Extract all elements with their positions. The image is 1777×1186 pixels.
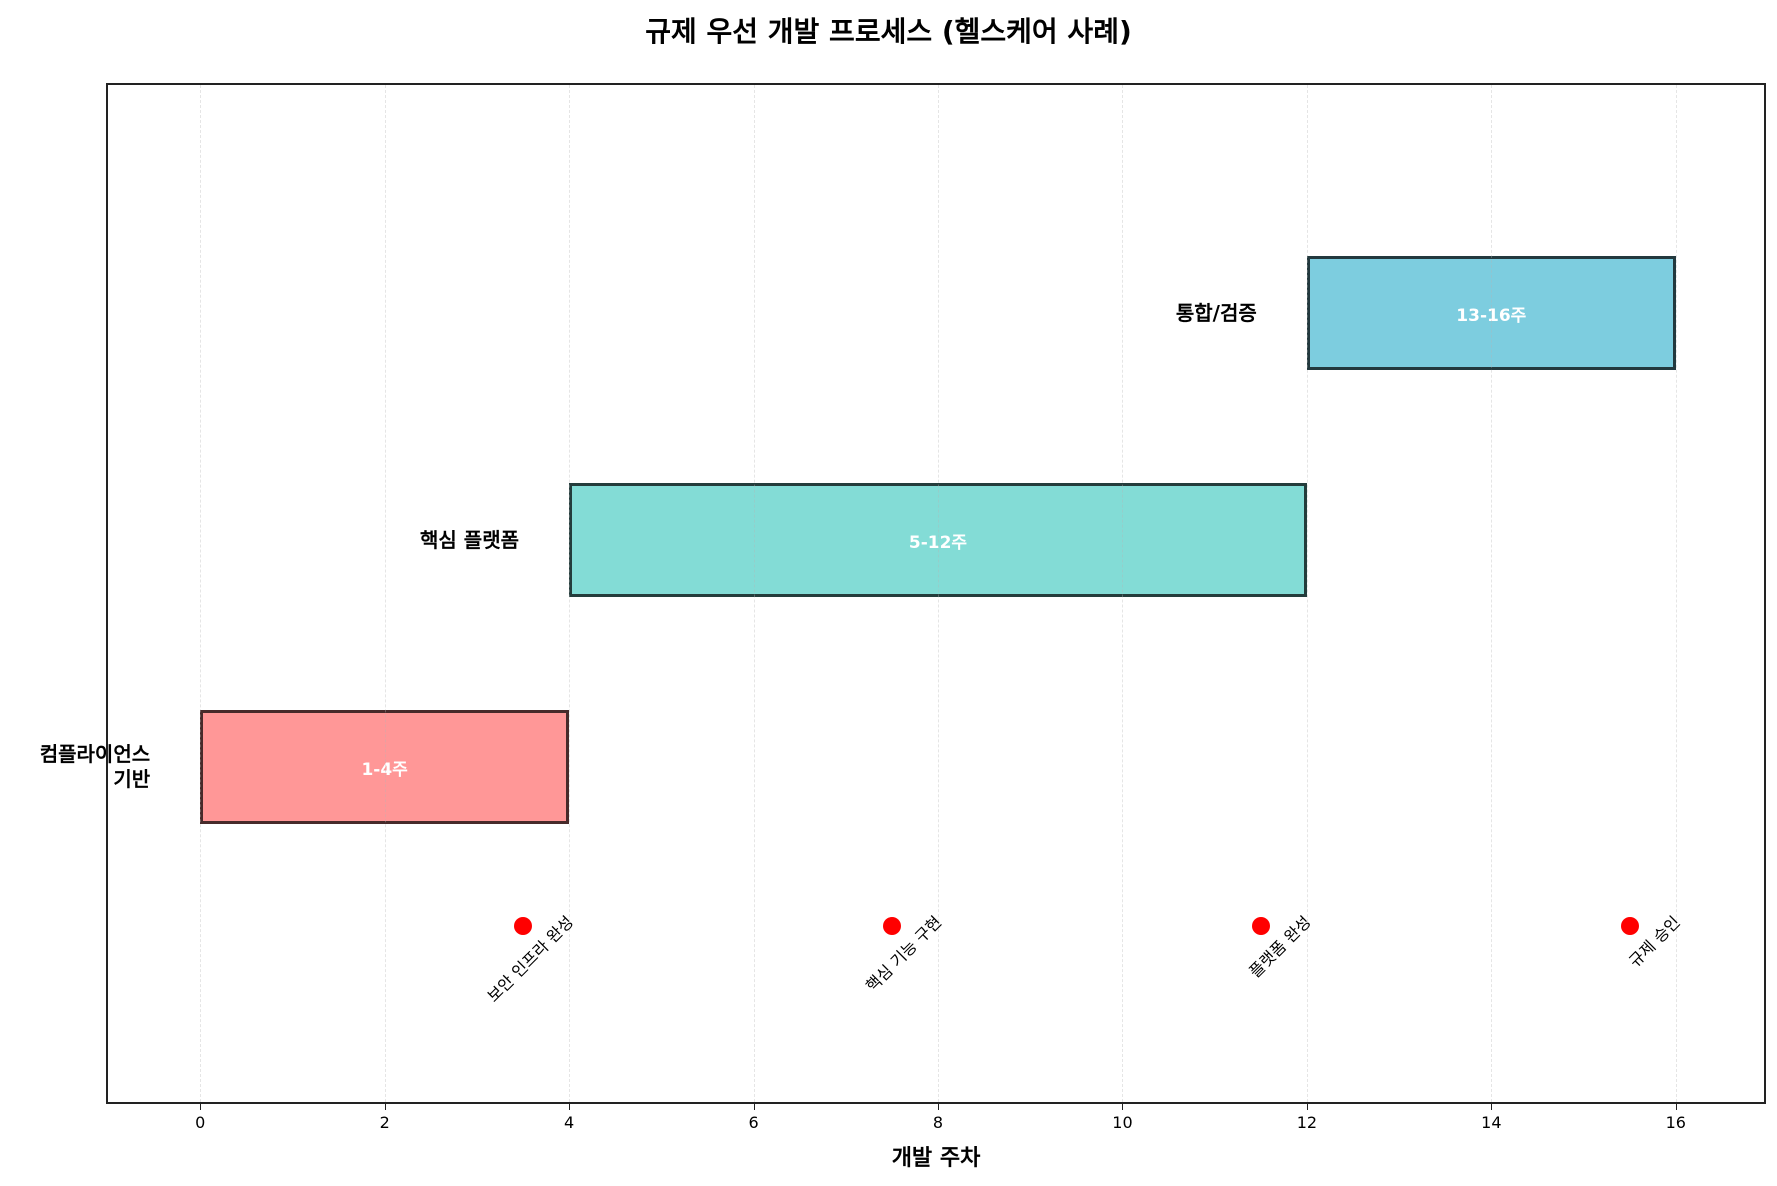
x-tick: [1491, 1103, 1493, 1110]
x-tick: [1122, 1103, 1124, 1110]
x-tick: [200, 1103, 202, 1110]
gridline: [1491, 85, 1493, 1102]
gridline: [384, 85, 386, 1102]
phase-name-label: 통합/검증: [1175, 300, 1257, 325]
x-tick-label: 12: [1296, 1113, 1318, 1132]
x-tick-label: 14: [1481, 1113, 1502, 1132]
x-tick: [753, 1103, 755, 1110]
x-tick-label: 2: [379, 1113, 390, 1132]
x-tick-label: 4: [564, 1113, 575, 1132]
gridline: [1306, 85, 1308, 1102]
gridline: [938, 85, 939, 1102]
gridline: [569, 85, 571, 1102]
x-tick-label: 6: [748, 1113, 759, 1132]
phase-bar: 13-16주: [1306, 256, 1676, 370]
x-tick-label: 8: [932, 1113, 944, 1132]
gridline: [753, 85, 755, 1102]
phase-duration-label: 5-12주: [908, 532, 968, 553]
gridline: [1122, 85, 1124, 1102]
x-axis-label: 개발 주차: [891, 1146, 981, 1171]
gridline: [1675, 85, 1677, 1102]
x-tick: [1675, 1103, 1677, 1110]
phase-name-label: 컴플라이언스 기반: [39, 742, 151, 791]
x-tick: [384, 1103, 386, 1110]
phase-name-label: 핵심 플랫폼: [420, 527, 519, 552]
gridline: [200, 85, 202, 1102]
phase-duration-label: 1-4주: [361, 759, 408, 780]
milestone-marker: [882, 917, 901, 935]
phase-duration-label: 13-16주: [1456, 305, 1527, 326]
milestone-marker: [1251, 917, 1270, 935]
milestone-label: 핵심 기능 구현: [862, 912, 946, 996]
milestone-marker: [514, 917, 532, 935]
chart-title: 규제 우선 개발 프로세스 (헬스케어 사례): [645, 15, 1132, 48]
x-tick-label: 0: [195, 1113, 206, 1132]
phase-bar: 1-4주: [200, 710, 570, 824]
x-tick: [938, 1103, 939, 1110]
x-tick-label: 10: [1112, 1113, 1133, 1132]
plot-area: 0 2 4 6 8 10 12 14 16 1-4주 컴플라이언스 기반 5-12주 핵심 플랫폼 13-…: [40, 83, 1766, 1132]
milestone-marker: [1620, 917, 1639, 935]
x-tick-label: 16: [1665, 1113, 1686, 1132]
phase-bar: 5-12주: [569, 483, 1307, 597]
x-tick: [1306, 1103, 1308, 1110]
x-tick: [569, 1103, 571, 1110]
